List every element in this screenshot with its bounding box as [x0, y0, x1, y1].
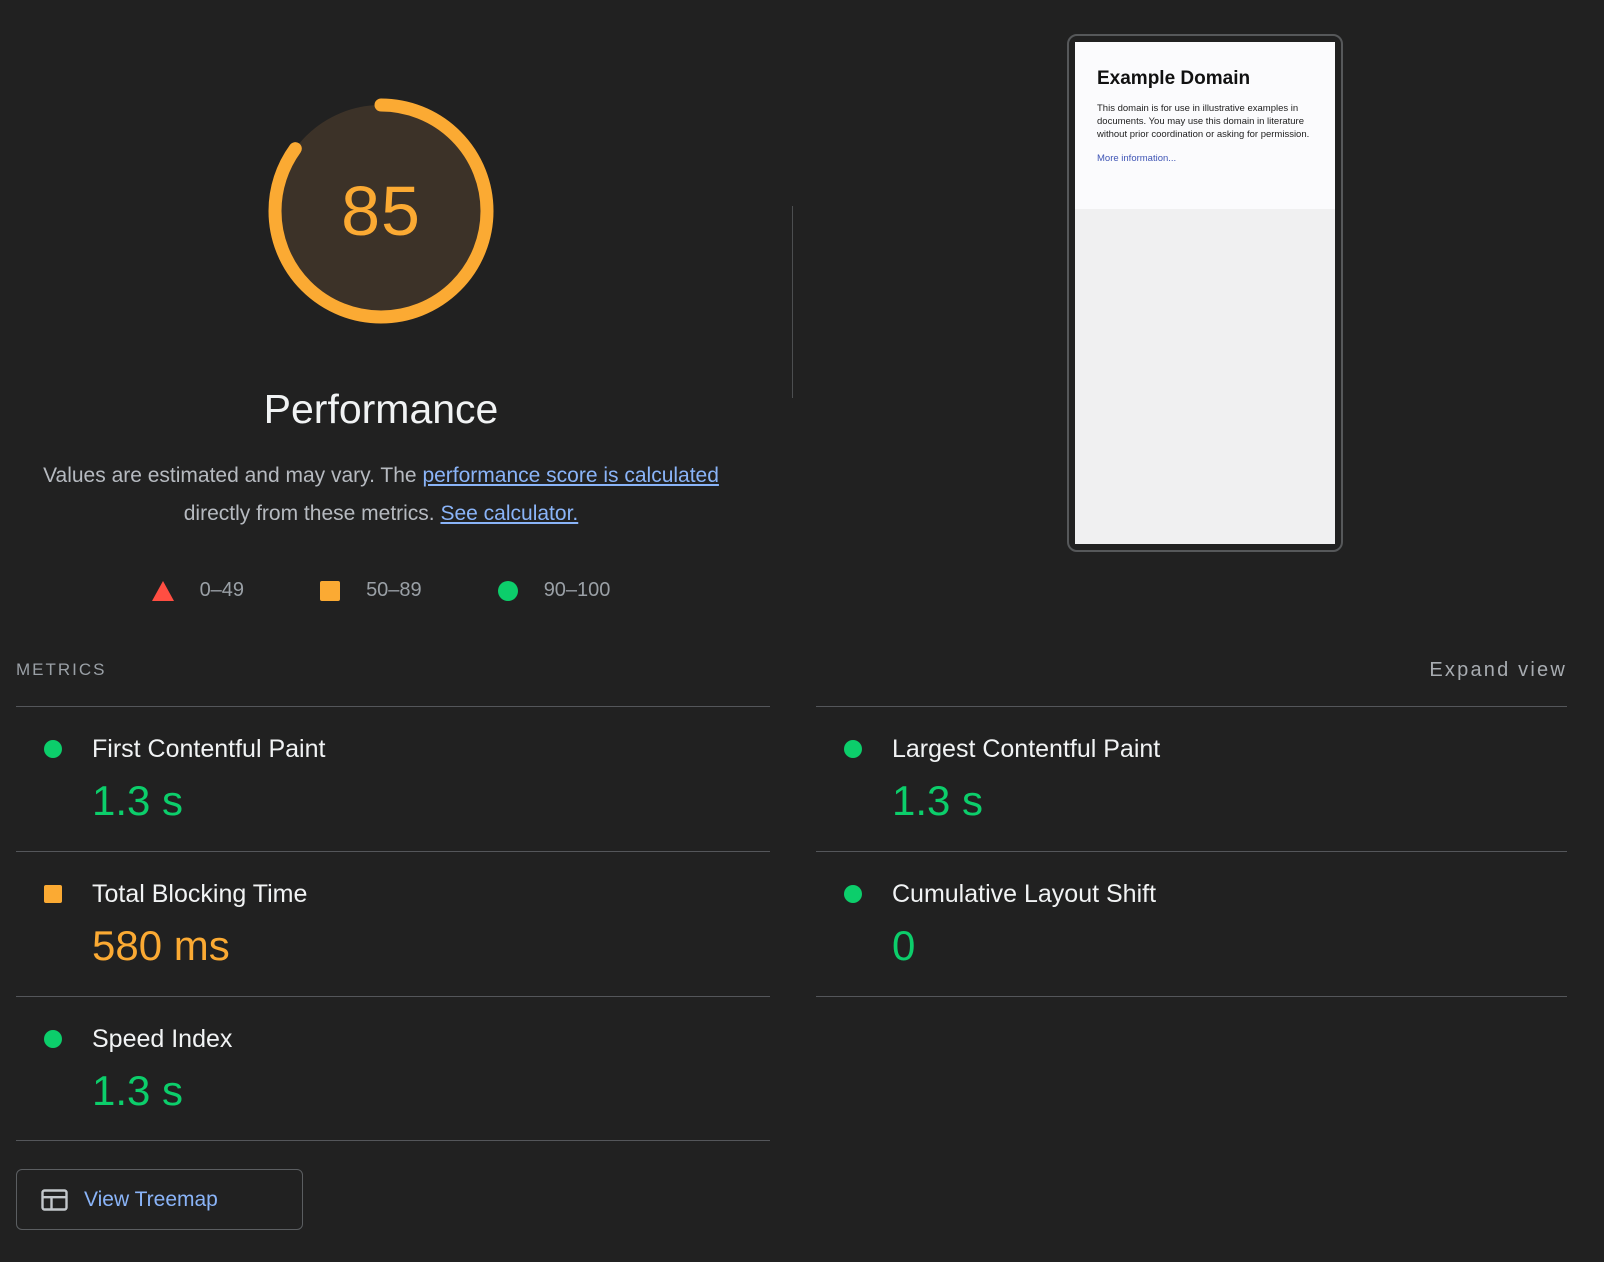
screenshot-page-body: This domain is for use in illustrative e… — [1097, 103, 1310, 140]
orange-square-icon — [320, 580, 341, 601]
example-domain-screenshot: Example Domain This domain is for use in… — [1075, 42, 1335, 544]
treemap-icon — [41, 1188, 68, 1211]
legend-item-fail: 0–49 — [151, 579, 245, 602]
orange-square-icon — [44, 885, 62, 903]
view-treemap-button[interactable]: View Treemap — [16, 1169, 303, 1230]
green-circle-icon — [497, 580, 518, 601]
green-circle-icon — [844, 740, 862, 758]
expand-view-button[interactable]: Expand view — [1429, 658, 1567, 681]
metric-label: Largest Contentful Paint — [892, 734, 1161, 763]
score-disclaimer: Values are estimated and may vary. The p… — [31, 457, 731, 533]
score-legend: 0–49 50–89 90–100 — [0, 579, 762, 602]
green-circle-icon — [844, 885, 862, 903]
metric-value: 1.3 s — [92, 1067, 184, 1114]
metrics-section: METRICS Expand view First Contentful Pai… — [0, 648, 1604, 1230]
screenshot-content-card: Example Domain This domain is for use in… — [1075, 42, 1335, 209]
view-treemap-label: View Treemap — [84, 1187, 218, 1211]
score-gauge-arc-icon — [268, 98, 494, 324]
red-triangle-icon — [151, 580, 174, 601]
metric-value: 580 ms — [92, 922, 230, 969]
metrics-header-row: METRICS Expand view — [16, 648, 1567, 692]
disclaimer-text-2: directly from these metrics. — [183, 502, 441, 525]
metric-first-contentful-paint: First Contentful Paint 1.3 s — [16, 706, 770, 851]
green-circle-icon — [44, 740, 62, 758]
metric-label: Total Blocking Time — [92, 879, 308, 908]
vertical-divider — [792, 206, 793, 398]
legend-item-average: 50–89 — [320, 579, 422, 602]
metric-label: Cumulative Layout Shift — [892, 879, 1157, 908]
metric-total-blocking-time: Total Blocking Time 580 ms — [16, 851, 770, 996]
legend-label: 50–89 — [366, 579, 422, 601]
performance-score-value: 85 — [341, 172, 421, 250]
disclaimer-text-1: Values are estimated and may vary. The — [43, 464, 423, 487]
see-calculator-link[interactable]: See calculator. — [440, 502, 579, 525]
score-summary-section: 85 Performance Values are estimated and … — [0, 0, 1343, 602]
screenshot-more-information-link: More information... — [1097, 153, 1177, 164]
final-screenshot-thumbnail[interactable]: Example Domain This domain is for use in… — [1067, 34, 1343, 552]
empty-grid-cell — [816, 996, 1567, 1141]
metric-value: 1.3 s — [92, 777, 184, 824]
score-summary-left: 85 Performance Values are estimated and … — [0, 0, 762, 602]
metric-value: 0 — [892, 922, 916, 969]
performance-title: Performance — [263, 386, 499, 432]
screenshot-page-heading: Example Domain — [1097, 68, 1251, 89]
metric-label: Speed Index — [92, 1024, 233, 1053]
metric-largest-contentful-paint: Largest Contentful Paint 1.3 s — [816, 706, 1567, 851]
legend-label: 0–49 — [199, 579, 245, 601]
performance-score-calculated-link[interactable]: performance score is calculated — [422, 464, 719, 487]
metrics-grid: First Contentful Paint 1.3 s Largest Con… — [16, 706, 1567, 1141]
metric-speed-index: Speed Index 1.3 s — [16, 996, 770, 1141]
performance-score-gauge: 85 — [262, 92, 500, 330]
green-circle-icon — [44, 1030, 62, 1048]
metric-cumulative-layout-shift: Cumulative Layout Shift 0 — [816, 851, 1567, 996]
metric-label: First Contentful Paint — [92, 734, 326, 763]
metrics-section-label: METRICS — [16, 660, 107, 679]
legend-item-pass: 90–100 — [497, 579, 611, 602]
legend-label: 90–100 — [543, 579, 611, 601]
metric-value: 1.3 s — [892, 777, 984, 824]
